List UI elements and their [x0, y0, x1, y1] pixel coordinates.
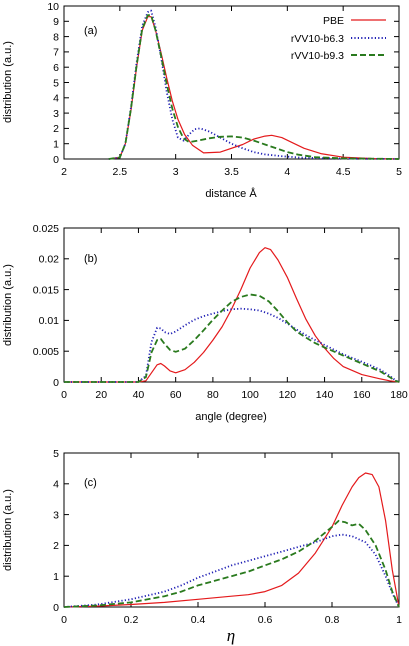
- series-line-b93: [63, 519, 400, 608]
- x-tick-label: 0.6: [258, 614, 273, 626]
- panel-a: 0 1 2 3 4 5 6 7 8 9 10 2 2.5 3 3.5 4 4.5 5 (a) distance …: [2, 1, 402, 200]
- x-tick-label: 0.2: [124, 614, 139, 626]
- y-tick-label: 1: [53, 139, 59, 151]
- series-line-b63: [108, 9, 400, 160]
- y-tick-label: 7: [53, 47, 59, 59]
- y-tick-label: 4: [53, 93, 59, 105]
- y-tick-label: 0.02: [39, 254, 60, 266]
- series-line-pbe: [63, 472, 400, 608]
- legend: PBE rVV10-b6.3 rVV10-b9.3: [291, 15, 386, 62]
- x-tick-label: 5: [396, 166, 402, 178]
- y-tick-label: 0.01: [39, 315, 60, 327]
- series-group: [108, 9, 400, 160]
- series-group: [63, 472, 400, 608]
- plot-frame: [63, 227, 400, 383]
- x-tick-label: 0.4: [191, 614, 206, 626]
- x-tick-label: 3.5: [224, 166, 239, 178]
- series-line-b93: [108, 14, 400, 160]
- x-tick-label: 20: [95, 389, 107, 401]
- y-tick-label: 0.015: [33, 284, 59, 296]
- y-axis-label: distribution (a.u.): [2, 264, 14, 346]
- series-line-b93: [64, 293, 400, 383]
- y-tick-label: 3: [53, 108, 59, 120]
- panel-label: (c): [84, 477, 97, 489]
- y-tick-label: 6: [53, 62, 59, 74]
- y-tick-label: 5: [53, 448, 59, 460]
- x-axis-label: η: [227, 626, 235, 645]
- y-tick-label: 2: [53, 123, 59, 135]
- x-tick-label: 60: [170, 389, 182, 401]
- series-line-pbe: [64, 247, 400, 383]
- panel-label: (b): [84, 253, 97, 265]
- y-tick-label: 8: [53, 31, 59, 43]
- y-tick-labels: 0 0.005 0.01 0.015 0.02 0.025: [33, 223, 59, 389]
- x-tick-label: 80: [207, 389, 219, 401]
- legend-label-pbe: PBE: [323, 15, 344, 27]
- x-tick-label: 0: [61, 614, 67, 626]
- series-group: [64, 247, 400, 383]
- y-tick-label: 0.025: [33, 223, 59, 235]
- panel-label: (a): [84, 25, 97, 37]
- x-tick-label: 160: [353, 389, 371, 401]
- x-tick-label: 40: [133, 389, 145, 401]
- x-tick-label: 120: [279, 389, 297, 401]
- x-axis-label: angle (degree): [195, 411, 267, 423]
- y-tick-label: 1: [53, 571, 59, 583]
- tick-marks: [63, 5, 400, 160]
- y-axis-label: distribution (a.u.): [2, 41, 14, 123]
- y-tick-label: 5: [53, 77, 59, 89]
- y-tick-label: 0: [53, 377, 59, 389]
- x-tick-label: 4.5: [336, 166, 351, 178]
- y-tick-labels: 0 1 2 3 4 5: [53, 448, 59, 614]
- y-axis-label: distribution (a.u.): [2, 489, 14, 571]
- x-tick-label: 140: [316, 389, 334, 401]
- tick-marks: [63, 452, 400, 608]
- y-tick-label: 0.005: [33, 346, 59, 358]
- x-tick-label: 3: [173, 166, 179, 178]
- y-tick-label: 4: [53, 479, 59, 491]
- x-tick-label: 2: [61, 166, 67, 178]
- y-tick-label: 9: [53, 16, 59, 28]
- plot-frame: [63, 452, 400, 608]
- y-tick-label: 0: [53, 154, 59, 166]
- x-tick-label: 180: [390, 389, 408, 401]
- y-tick-labels: 0 1 2 3 4 5 6 7 8 9 10: [47, 1, 59, 166]
- x-tick-labels: 2 2.5 3 3.5 4 4.5 5: [61, 166, 402, 178]
- x-tick-label: 100: [241, 389, 259, 401]
- x-tick-label: 1: [396, 614, 402, 626]
- y-tick-label: 10: [47, 1, 59, 13]
- panel-b: 0 0.005 0.01 0.015 0.02 0.025 0 20 40 60 80 100 120…: [2, 223, 408, 423]
- legend-label-b63: rVV10-b6.3: [291, 33, 344, 45]
- x-tick-label: 0.8: [325, 614, 340, 626]
- x-tick-labels: 0 0.2 0.4 0.6 0.8 1: [61, 614, 402, 626]
- y-tick-label: 0: [53, 602, 59, 614]
- panel-c: 0 1 2 3 4 5 0 0.2 0.4 0.6 0.8 1 (c) η distribution…: [2, 448, 402, 645]
- x-tick-label: 4: [284, 166, 290, 178]
- tick-marks: [63, 227, 400, 383]
- x-tick-labels: 0 20 40 60 80 100 120 140 160 180: [61, 389, 408, 401]
- x-tick-label: 2.5: [113, 166, 128, 178]
- y-tick-label: 3: [53, 509, 59, 521]
- x-axis-label: distance Å: [205, 187, 257, 200]
- x-tick-label: 0: [61, 389, 67, 401]
- legend-label-b93: rVV10-b9.3: [291, 50, 344, 62]
- series-line-b63: [64, 307, 400, 383]
- y-tick-label: 2: [53, 540, 59, 552]
